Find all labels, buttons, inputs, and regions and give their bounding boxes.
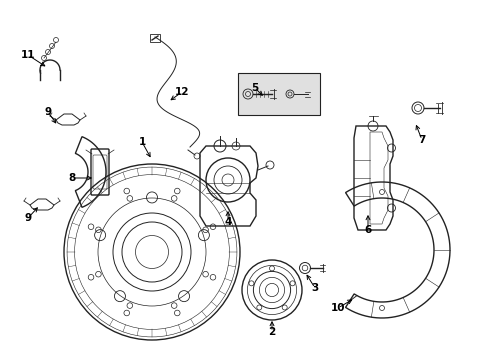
Bar <box>150 34 160 42</box>
Text: 6: 6 <box>364 225 371 235</box>
Text: 3: 3 <box>311 283 318 293</box>
Text: 8: 8 <box>68 173 76 183</box>
Text: 9: 9 <box>44 107 51 117</box>
Text: 1: 1 <box>138 137 145 147</box>
Text: 10: 10 <box>330 303 345 313</box>
Text: 9: 9 <box>24 213 32 223</box>
Text: 5: 5 <box>251 83 258 93</box>
Text: 4: 4 <box>224 217 231 227</box>
Bar <box>238 73 319 115</box>
Text: 11: 11 <box>20 50 35 60</box>
Text: 7: 7 <box>417 135 425 145</box>
Text: 12: 12 <box>174 87 189 97</box>
Text: 2: 2 <box>268 327 275 337</box>
